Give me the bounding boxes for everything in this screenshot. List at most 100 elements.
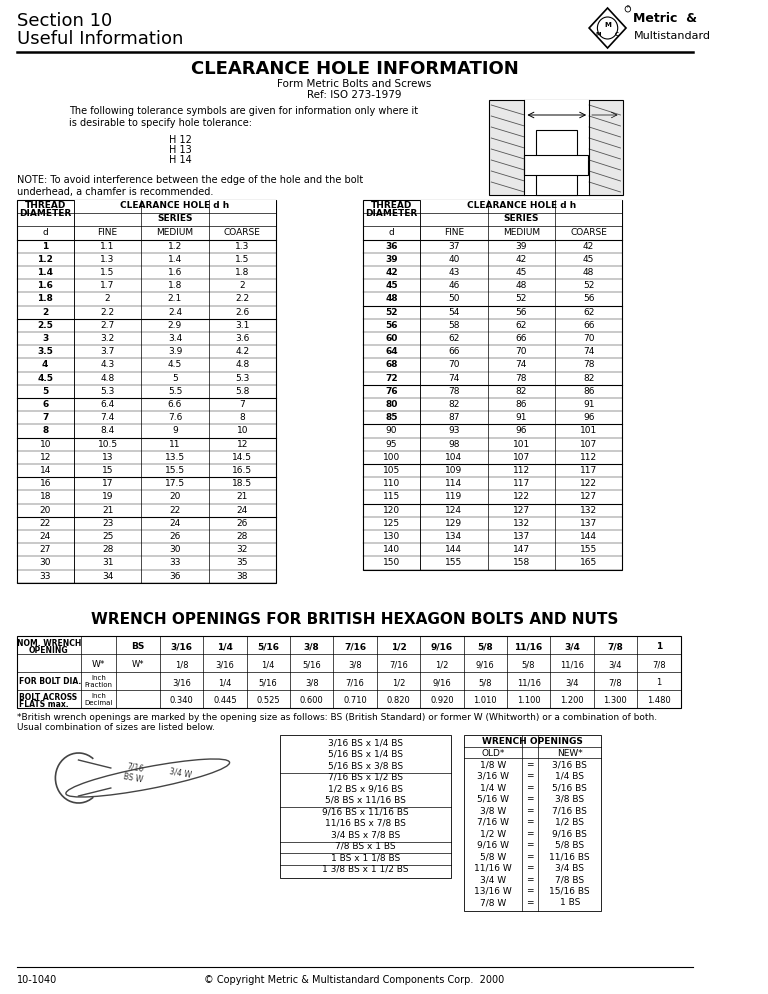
Text: 9/16: 9/16	[476, 660, 495, 669]
Text: 1.100: 1.100	[517, 696, 541, 705]
Text: 1/2: 1/2	[435, 660, 449, 669]
Bar	[525, 155, 588, 175]
Text: 3/8 BS: 3/8 BS	[555, 794, 584, 803]
Text: 52: 52	[386, 307, 398, 317]
Text: 7: 7	[240, 400, 245, 409]
Text: 1.3: 1.3	[101, 254, 114, 263]
Text: 7.6: 7.6	[167, 414, 182, 422]
Text: 5/16 BS x 3/8 BS: 5/16 BS x 3/8 BS	[328, 761, 402, 770]
Text: 34: 34	[102, 572, 113, 580]
Text: 23: 23	[102, 519, 113, 528]
Text: OLD*: OLD*	[482, 748, 505, 757]
Text: 28: 28	[102, 545, 113, 555]
Text: 3/8 W: 3/8 W	[480, 806, 506, 815]
Text: 5: 5	[42, 387, 48, 396]
Text: 17: 17	[102, 479, 114, 488]
Text: 140: 140	[383, 545, 400, 555]
Text: 16: 16	[39, 479, 51, 488]
Text: DIAMETER: DIAMETER	[366, 209, 418, 218]
Text: 7/8: 7/8	[607, 642, 624, 651]
Text: 3/4 W: 3/4 W	[168, 766, 192, 779]
Text: 78: 78	[448, 387, 459, 396]
Text: 15.5: 15.5	[165, 466, 185, 475]
Text: Form Metric Bolts and Screws: Form Metric Bolts and Screws	[277, 79, 432, 89]
Text: 13.5: 13.5	[165, 453, 185, 462]
Text: 5/16: 5/16	[303, 660, 321, 669]
Text: 147: 147	[513, 545, 530, 555]
Text: 7/8 BS: 7/8 BS	[555, 875, 584, 884]
Text: 0.445: 0.445	[213, 696, 237, 705]
Text: 18.5: 18.5	[232, 479, 253, 488]
Bar	[17, 200, 276, 582]
Text: 33: 33	[169, 559, 180, 568]
Text: NOM. WRENCH: NOM. WRENCH	[17, 639, 81, 648]
Text: 40: 40	[449, 254, 459, 263]
Text: =: =	[526, 898, 534, 907]
Text: 5: 5	[172, 374, 178, 383]
Text: The following tolerance symbols are given for information only where it
is desir: The following tolerance symbols are give…	[69, 106, 419, 127]
Text: COARSE: COARSE	[224, 229, 261, 238]
Text: 1.5: 1.5	[101, 268, 114, 277]
Text: 125: 125	[383, 519, 400, 528]
Text: 115: 115	[383, 492, 400, 501]
Text: 124: 124	[445, 506, 462, 515]
Text: 62: 62	[515, 321, 527, 330]
Text: 5/16: 5/16	[257, 642, 280, 651]
Text: 13: 13	[102, 453, 114, 462]
Text: 86: 86	[583, 387, 594, 396]
Text: 7/8 BS x 1 BS: 7/8 BS x 1 BS	[335, 842, 396, 851]
Text: 5.5: 5.5	[167, 387, 182, 396]
Text: WRENCH OPENINGS FOR BRITISH HEXAGON BOLTS AND NUTS: WRENCH OPENINGS FOR BRITISH HEXAGON BOLT…	[91, 612, 618, 627]
Text: 3.6: 3.6	[235, 334, 250, 343]
Text: *British wrench openings are marked by the opening size as follows: BS (British : *British wrench openings are marked by t…	[17, 713, 657, 733]
Text: 0.820: 0.820	[386, 696, 410, 705]
Text: 21: 21	[102, 506, 113, 515]
Text: 62: 62	[583, 307, 594, 317]
Text: BOLT ACROSS: BOLT ACROSS	[19, 693, 78, 702]
Text: 56: 56	[515, 307, 527, 317]
Bar	[17, 636, 680, 708]
Text: SERIES: SERIES	[504, 214, 539, 224]
Text: 48: 48	[386, 294, 398, 303]
Text: 2.2: 2.2	[235, 294, 250, 303]
Text: 68: 68	[386, 361, 398, 370]
Text: 30: 30	[39, 559, 51, 568]
Text: 1.2: 1.2	[168, 242, 182, 250]
Text: 3/4 BS: 3/4 BS	[555, 864, 584, 873]
Text: W*: W*	[132, 660, 144, 669]
Text: 5/8 BS: 5/8 BS	[555, 841, 584, 850]
Text: 24: 24	[170, 519, 180, 528]
Text: 5.8: 5.8	[235, 387, 250, 396]
Text: FLATS max.: FLATS max.	[19, 700, 69, 709]
Text: 2.6: 2.6	[235, 307, 250, 317]
Text: Metric  &: Metric &	[634, 12, 697, 25]
Text: © Copyright Metric & Multistandard Components Corp.  2000: © Copyright Metric & Multistandard Compo…	[204, 975, 505, 985]
Text: 2.1: 2.1	[168, 294, 182, 303]
Text: THREAD: THREAD	[371, 201, 412, 210]
Text: 6.4: 6.4	[101, 400, 114, 409]
Text: 7/16 W: 7/16 W	[477, 817, 509, 826]
Text: Section 10: Section 10	[17, 12, 112, 30]
Text: 74: 74	[515, 361, 527, 370]
Text: 105: 105	[383, 466, 400, 475]
Text: 16.5: 16.5	[232, 466, 253, 475]
Text: 101: 101	[580, 426, 598, 435]
Text: 130: 130	[383, 532, 400, 541]
Text: 129: 129	[445, 519, 462, 528]
Text: 10.5: 10.5	[98, 439, 118, 448]
Text: d: d	[389, 229, 395, 238]
Text: 5/8 W: 5/8 W	[480, 852, 506, 861]
Text: 3.2: 3.2	[101, 334, 114, 343]
Bar	[525, 100, 589, 195]
Text: MEDIUM: MEDIUM	[503, 229, 540, 238]
Text: 3/4: 3/4	[609, 660, 622, 669]
Text: 3/4 W: 3/4 W	[480, 875, 506, 884]
Text: M: M	[595, 32, 601, 37]
Text: 1/2: 1/2	[392, 678, 405, 687]
Text: 11/16 BS: 11/16 BS	[549, 852, 590, 861]
Text: =: =	[526, 760, 534, 769]
Text: COARSE: COARSE	[570, 229, 607, 238]
Text: Ref: ISO 273-1979: Ref: ISO 273-1979	[307, 90, 402, 100]
Text: 144: 144	[445, 545, 462, 555]
Text: 14: 14	[40, 466, 51, 475]
